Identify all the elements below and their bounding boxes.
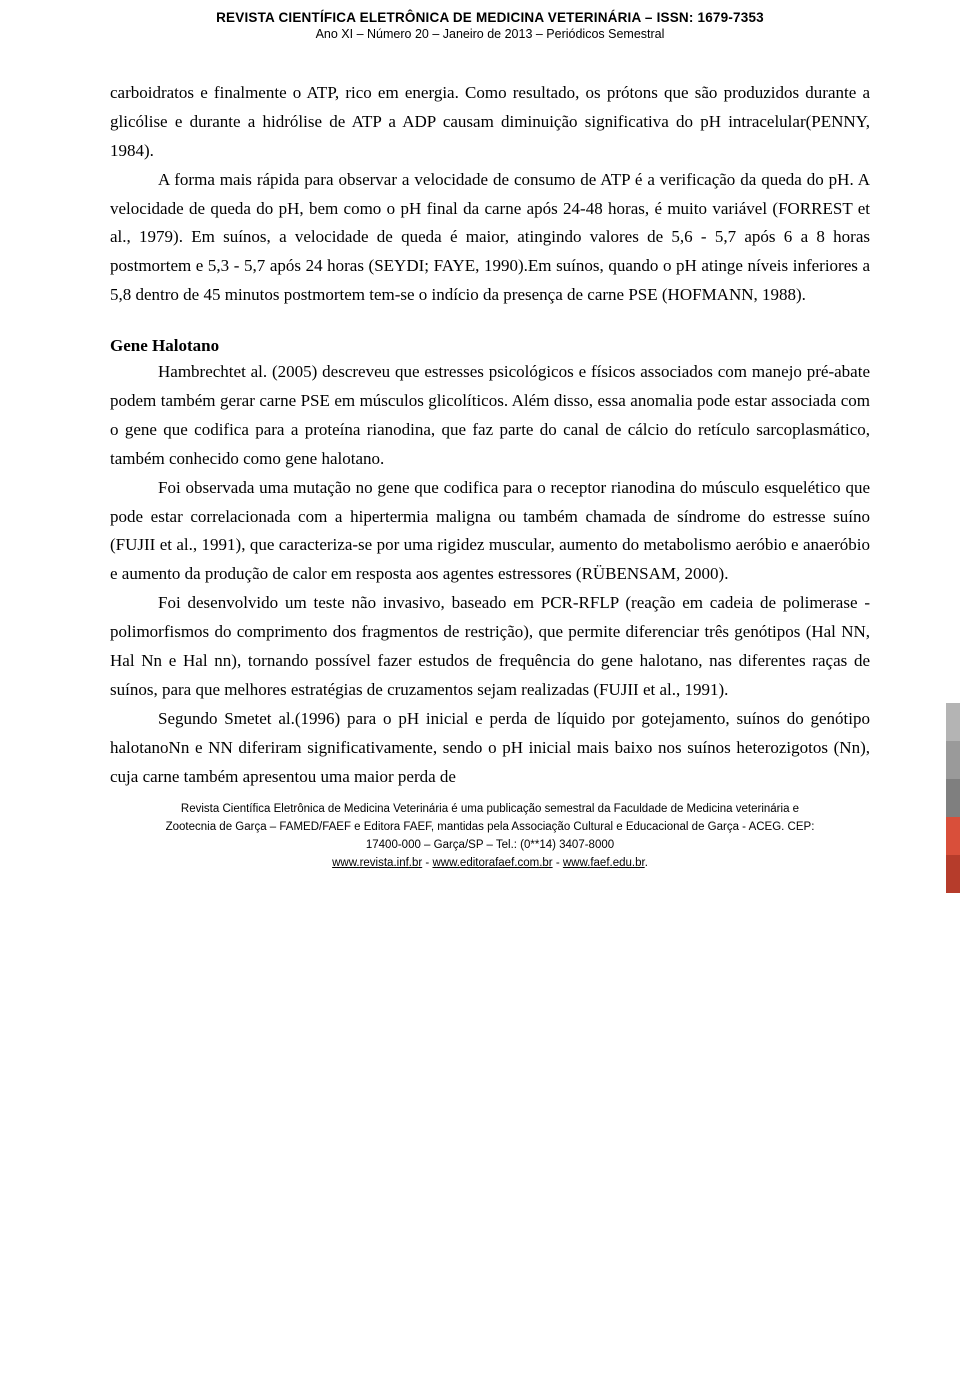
paragraph-5: Foi desenvolvido um teste não invasivo, … bbox=[110, 589, 870, 705]
footer-line-1: Revista Científica Eletrônica de Medicin… bbox=[110, 801, 870, 819]
paragraph-2: A forma mais rápida para observar a velo… bbox=[110, 166, 870, 310]
side-color-stripe bbox=[946, 703, 960, 893]
footer-line-3: 17400-000 – Garça/SP – Tel.: (0**14) 340… bbox=[110, 837, 870, 855]
paragraph-3: Hambrechtet al. (2005) descreveu que est… bbox=[110, 358, 870, 474]
stripe-seg-5 bbox=[946, 855, 960, 893]
footer-links: www.revista.inf.br - www.editorafaef.com… bbox=[110, 855, 870, 873]
stripe-seg-4 bbox=[946, 817, 960, 855]
journal-header-subtitle: Ano XI – Número 20 – Janeiro de 2013 – P… bbox=[110, 27, 870, 41]
footer-sep-1: - bbox=[422, 857, 432, 869]
footer-line-2: Zootecnia de Garça – FAMED/FAEF e Editor… bbox=[110, 819, 870, 837]
stripe-seg-3 bbox=[946, 779, 960, 817]
footer-link-2[interactable]: www.editorafaef.com.br bbox=[432, 857, 552, 869]
page-container: REVISTA CIENTÍFICA ELETRÔNICA DE MEDICIN… bbox=[0, 0, 960, 893]
footer-block: Revista Científica Eletrônica de Medicin… bbox=[110, 801, 870, 872]
journal-header-title: REVISTA CIENTÍFICA ELETRÔNICA DE MEDICIN… bbox=[110, 10, 870, 25]
stripe-seg-1 bbox=[946, 703, 960, 741]
footer-link-1[interactable]: www.revista.inf.br bbox=[332, 857, 422, 869]
paragraph-6: Segundo Smetet al.(1996) para o pH inici… bbox=[110, 705, 870, 792]
paragraph-4: Foi observada uma mutação no gene que co… bbox=[110, 474, 870, 590]
footer-sep-2: - bbox=[553, 857, 563, 869]
section-heading-gene-halotano: Gene Halotano bbox=[110, 336, 870, 356]
paragraph-1: carboidratos e finalmente o ATP, rico em… bbox=[110, 79, 870, 166]
stripe-seg-2 bbox=[946, 741, 960, 779]
footer-link-3[interactable]: www.faef.edu.br bbox=[563, 857, 645, 869]
footer-dot: . bbox=[645, 857, 648, 869]
